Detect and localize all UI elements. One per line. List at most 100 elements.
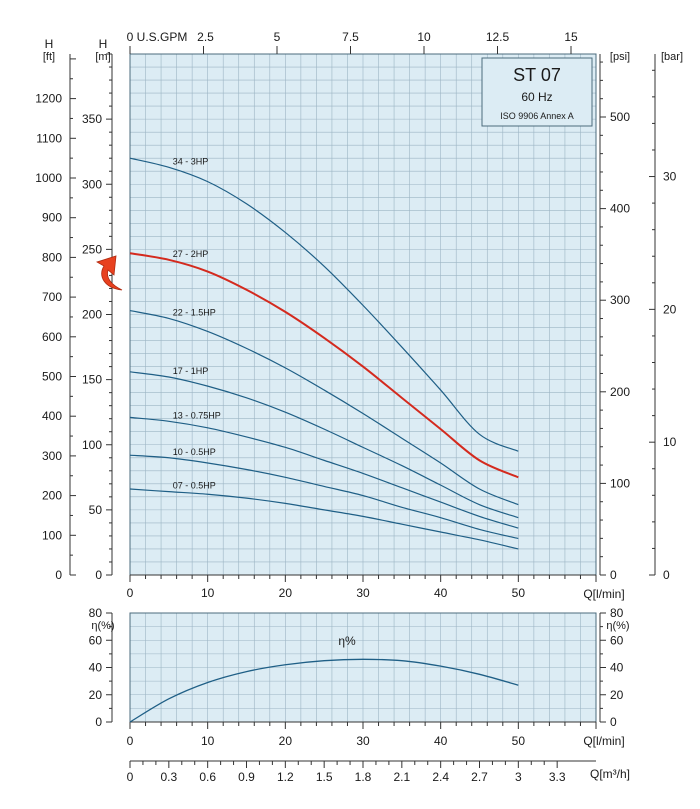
efficiency-x-axis: 0 10 20 30 40 50 Q[l/min] xyxy=(127,721,625,748)
bar-axis-unit: [bar] xyxy=(661,51,683,63)
psi-tick-label: 100 xyxy=(610,476,630,490)
curve-labels: 34 - 3HP 27 - 2HP 22 - 1.5HP 17 - 1HP 13 - 0… xyxy=(173,156,221,490)
chart-standard: ISO 9906 Annex A xyxy=(500,111,574,121)
m-axis-unit: [m] xyxy=(95,51,110,63)
curve-label: 10 - 0.5HP xyxy=(173,447,216,457)
m3h-axis: 0 0.3 0.6 0.9 1.2 1.5 1.8 2.1 2.4 2.7 3 3.3 Q[m³/h] xyxy=(127,760,630,784)
ft-tick-label: 700 xyxy=(42,290,62,304)
gpm-tick-label: 2.5 xyxy=(197,30,214,44)
m-tick-label: 150 xyxy=(82,373,102,387)
gpm-tick-label: 0 xyxy=(127,30,134,44)
eff-left-tick-label: 80 xyxy=(89,606,103,620)
x-tick-label: 30 xyxy=(356,586,370,600)
curve-label: 34 - 3HP xyxy=(173,156,209,166)
eff-x-tick-label: 30 xyxy=(356,734,370,748)
chart-title: ST 07 xyxy=(513,65,561,85)
psi-tick-label: 200 xyxy=(610,385,630,399)
x-tick-label: 40 xyxy=(434,586,448,600)
ft-tick-label: 0 xyxy=(55,568,62,582)
curve-34-3hp xyxy=(129,157,519,452)
m3h-tick-label: 2.7 xyxy=(471,770,488,784)
eff-x-tick-label: 50 xyxy=(512,734,526,748)
eff-left-tick-label: 0 xyxy=(95,715,102,729)
gpm-tick-label: 12.5 xyxy=(486,30,510,44)
bar-tick-label: 20 xyxy=(663,302,677,316)
x-tick-label: 10 xyxy=(201,586,215,600)
ft-tick-label: 1100 xyxy=(36,131,62,145)
m3h-tick-label: 2.4 xyxy=(432,770,449,784)
main-x-axis: 0 10 20 30 40 50 Q[l/min] xyxy=(127,574,625,601)
curve-17-1hp xyxy=(129,371,519,519)
m3h-tick-label: 0.9 xyxy=(238,770,255,784)
chart-legend-box: ST 07 60 Hz ISO 9906 Annex A xyxy=(481,57,593,127)
m-tick-label: 200 xyxy=(82,308,102,322)
eff-right-tick-label: 20 xyxy=(610,688,624,702)
curve-label: 07 - 0.5HP xyxy=(173,481,216,491)
curve-label: 27 - 2HP xyxy=(173,249,209,259)
efficiency-left-axis-label: η(%) xyxy=(91,620,114,632)
curve-22-1-5hp xyxy=(129,310,519,506)
psi-tick-label: 300 xyxy=(610,293,630,307)
x-tick-label: 50 xyxy=(512,586,526,600)
curve-label: 13 - 0.75HP xyxy=(173,410,221,420)
m-tick-label: 0 xyxy=(95,568,102,582)
bar-tick-label: 30 xyxy=(663,170,677,184)
m3h-tick-label: 2.1 xyxy=(393,770,410,784)
eff-right-tick-label: 80 xyxy=(610,606,624,620)
curve-07-0-5hp xyxy=(129,488,519,550)
m3h-tick-label: 0 xyxy=(127,770,134,784)
ft-tick-label: 800 xyxy=(42,250,62,264)
ft-tick-label: 600 xyxy=(42,330,62,344)
ft-tick-label: 200 xyxy=(42,489,62,503)
m3h-tick-label: 1.8 xyxy=(355,770,372,784)
ft-tick-label: 300 xyxy=(42,449,62,463)
m3h-tick-label: 1.5 xyxy=(316,770,333,784)
ft-axis-unit: [ft] xyxy=(43,51,55,63)
efficiency-curve-label: η% xyxy=(338,634,356,648)
m-tick-label: 300 xyxy=(82,177,102,191)
m3h-tick-label: 3.3 xyxy=(549,770,566,784)
curve-27-2hp xyxy=(129,252,519,479)
psi-axis-unit: [psi] xyxy=(610,51,630,63)
chart-frequency: 60 Hz xyxy=(521,90,552,104)
psi-tick-label: 500 xyxy=(610,110,630,124)
gpm-tick-label: 5 xyxy=(274,30,281,44)
efficiency-right-axis-label: η(%) xyxy=(606,620,629,632)
gpm-tick-label: 7.5 xyxy=(342,30,359,44)
main-x-axis-label: Q[l/min] xyxy=(583,587,624,601)
psi-axis: 0 100 200 300 400 500 [psi] xyxy=(599,51,630,582)
eff-x-tick-label: 10 xyxy=(201,734,215,748)
m-axis: 0 50 100 150 200 250 300 350 H [m] xyxy=(82,37,113,582)
eff-x-tick-label: 20 xyxy=(279,734,293,748)
gpm-axis: 0 2.5 5 7.5 10 12.5 15 U.S.GPM xyxy=(127,30,578,54)
eff-left-tick-label: 60 xyxy=(89,633,103,647)
m-tick-label: 100 xyxy=(82,438,102,452)
efficiency-curve xyxy=(129,658,519,723)
m3h-tick-label: 3 xyxy=(515,770,522,784)
eff-right-tick-label: 0 xyxy=(610,715,617,729)
m-tick-label: 50 xyxy=(89,503,103,517)
efficiency-right-axis: 0 20 40 60 80 η(%) xyxy=(599,606,630,729)
gpm-tick-label: 10 xyxy=(417,30,431,44)
gpm-tick-label: 15 xyxy=(564,30,578,44)
gpm-axis-label: U.S.GPM xyxy=(137,30,188,44)
m3h-tick-label: 0.6 xyxy=(199,770,216,784)
ft-tick-label: 400 xyxy=(42,409,62,423)
ft-axis-quantity: H xyxy=(45,37,54,51)
m3h-tick-label: 1.2 xyxy=(277,770,294,784)
curve-label: 17 - 1HP xyxy=(173,366,209,376)
ft-tick-label: 100 xyxy=(42,528,62,542)
bar-axis: 0 10 20 30 [bar] xyxy=(649,51,683,582)
eff-x-tick-label: 40 xyxy=(434,734,448,748)
ft-tick-label: 1200 xyxy=(35,92,62,106)
eff-left-tick-label: 40 xyxy=(89,661,103,675)
m3h-axis-label: Q[m³/h] xyxy=(590,767,630,781)
head-curves xyxy=(129,157,519,550)
eff-left-tick-label: 20 xyxy=(89,688,103,702)
eff-right-tick-label: 40 xyxy=(610,661,624,675)
ft-axis: 0 100 200 300 400 500 600 700 800 900 1000 1100 1200… xyxy=(35,37,76,582)
m-tick-label: 350 xyxy=(82,112,102,126)
m-axis-quantity: H xyxy=(99,37,108,51)
eff-right-tick-label: 60 xyxy=(610,633,624,647)
